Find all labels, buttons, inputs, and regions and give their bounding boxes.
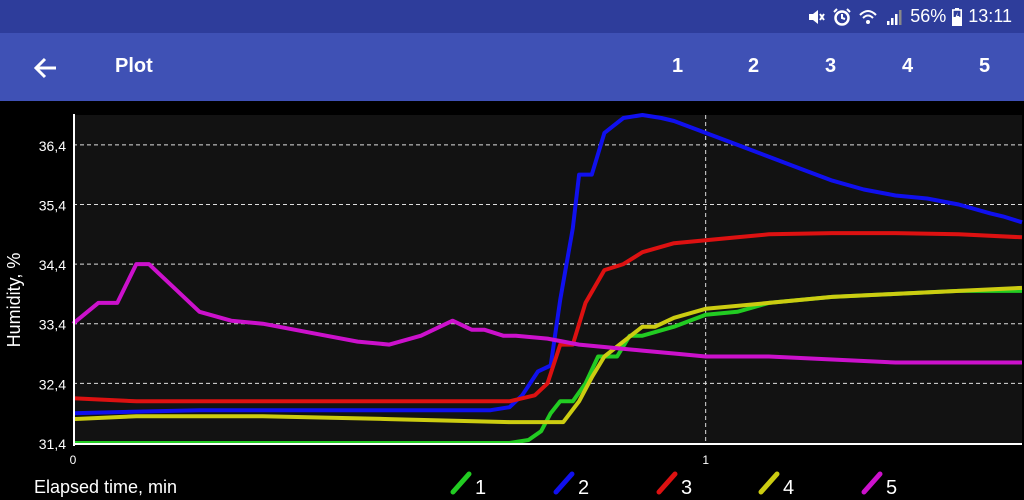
series-tabs: 1 2 3 4 5 — [0, 55, 1024, 85]
status-icons: 56% 13:11 — [806, 0, 1012, 33]
legend-swatch-1 — [450, 471, 472, 495]
tab-series-1[interactable]: 1 — [672, 55, 684, 77]
battery-percent: 56% — [910, 6, 947, 26]
series-line-3 — [72, 231, 1023, 404]
legend-label-2: 2 — [578, 477, 589, 499]
legend-swatch-3 — [656, 471, 678, 495]
y-tick-label: 32,4 — [39, 376, 66, 392]
tab-series-5[interactable]: 5 — [979, 55, 991, 77]
y-tick-label: 35,4 — [39, 197, 66, 213]
tab-series-2[interactable]: 2 — [748, 55, 760, 77]
x-tick-label: 0 — [70, 453, 77, 467]
legend-label-1: 1 — [475, 477, 486, 499]
legend-label-4: 4 — [783, 477, 794, 499]
tab-series-4[interactable]: 4 — [902, 55, 914, 77]
wifi-icon — [859, 9, 877, 24]
battery-icon — [952, 7, 963, 26]
legend-swatch-4 — [758, 471, 780, 495]
series-line-5 — [71, 262, 1022, 365]
mute-icon — [809, 9, 826, 24]
tab-series-3[interactable]: 3 — [825, 55, 837, 77]
status-bar: 56% 13:11 — [0, 0, 1024, 33]
y-tick-label: 36,4 — [39, 138, 66, 154]
legend-label-5: 5 — [886, 477, 897, 499]
app-toolbar: Plot 1 2 3 4 5 — [0, 33, 1024, 101]
y-tick-label: 31,4 — [39, 436, 66, 452]
alarm-icon — [833, 7, 851, 26]
legend-swatch-2 — [553, 471, 575, 495]
x-axis-label: Elapsed time, min — [34, 477, 177, 497]
y-axis-label: Humidity, % — [4, 253, 24, 348]
x-tick-label: 1 — [702, 453, 709, 467]
signal-icon — [887, 9, 902, 25]
legend-label-3: 3 — [681, 477, 692, 499]
plot-area — [73, 115, 1022, 443]
back-arrow-icon[interactable] — [30, 53, 60, 83]
page-title: Plot — [115, 55, 153, 77]
status-time: 13:11 — [968, 6, 1012, 26]
y-tick-label: 34,4 — [39, 257, 66, 273]
legend-swatch-5 — [861, 471, 883, 495]
y-tick-label: 33,4 — [39, 317, 66, 333]
